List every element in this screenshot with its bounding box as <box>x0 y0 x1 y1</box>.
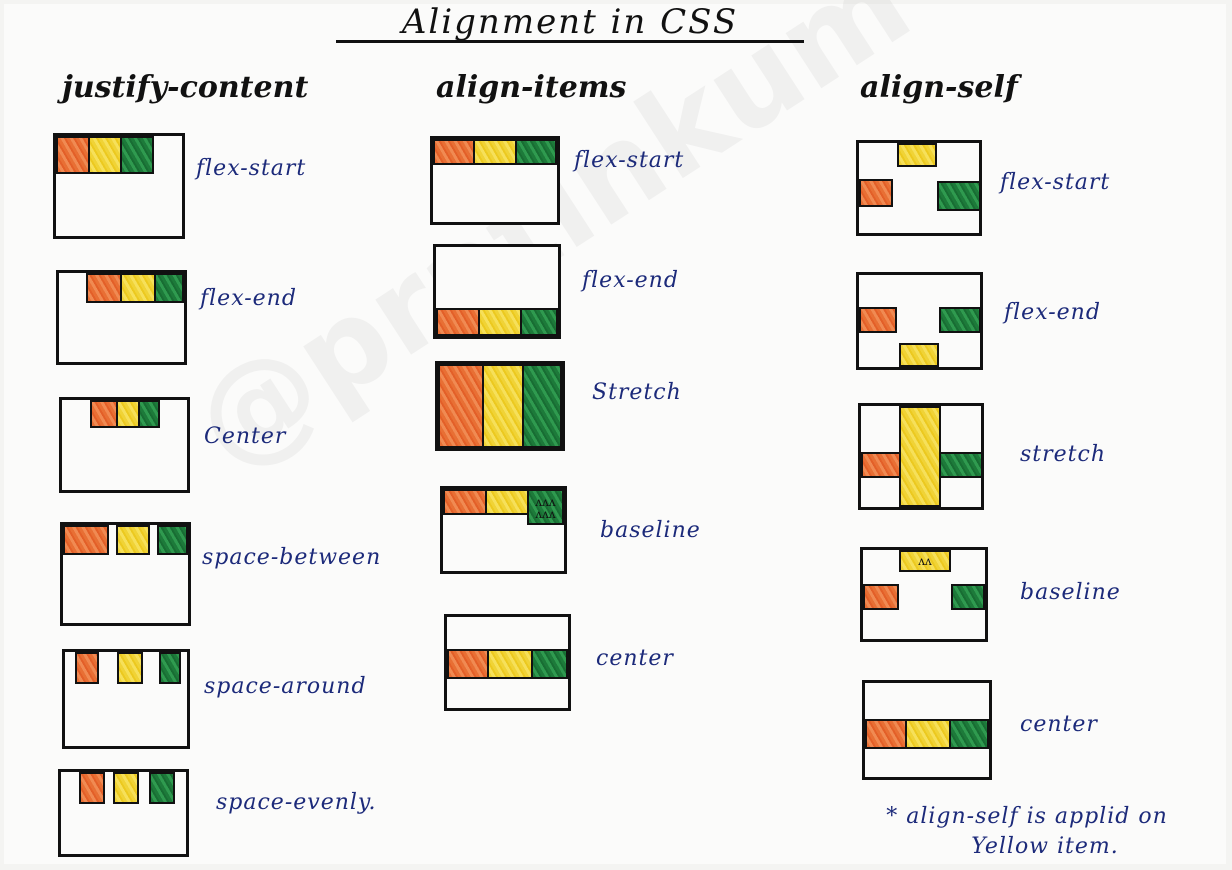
diagram-as-flex-end <box>856 272 983 370</box>
item-green-with-text: ʌʌʌ ʌʌʌ <box>527 489 564 525</box>
item-orange <box>433 139 475 165</box>
label-jc-space-around: space-around <box>204 674 367 699</box>
page-title: Alignment in CSS <box>401 2 739 42</box>
item-yellow <box>88 136 122 174</box>
item-orange <box>861 452 901 478</box>
item-orange <box>75 652 99 684</box>
item-yellow <box>120 273 156 303</box>
diagram-jc-flex-start <box>53 133 185 239</box>
item-orange <box>863 584 899 610</box>
heading-justify-content: justify-content <box>62 70 309 105</box>
item-yellow <box>116 525 150 555</box>
label-as-flex-start: flex-start <box>1000 170 1111 195</box>
label-as-stretch: stretch <box>1020 442 1106 467</box>
item-yellow <box>899 406 941 507</box>
diagram-jc-space-between <box>60 522 191 626</box>
label-jc-flex-start: flex-start <box>196 156 307 181</box>
diagram-jc-space-around <box>62 649 190 749</box>
item-yellow <box>473 139 517 165</box>
diagram-ai-flex-end <box>433 244 561 339</box>
item-green <box>531 649 568 679</box>
item-green <box>937 181 981 211</box>
item-yellow <box>897 143 937 167</box>
label-ai-flex-end: flex-end <box>582 268 679 293</box>
item-yellow <box>905 719 951 749</box>
item-green <box>149 772 175 804</box>
item-green <box>951 584 985 610</box>
item-green <box>138 400 160 428</box>
label-ai-flex-start: flex-start <box>574 148 685 173</box>
item-orange <box>56 136 90 174</box>
item-orange <box>447 649 489 679</box>
diagram-jc-space-evenly <box>58 769 189 857</box>
item-yellow <box>117 652 143 684</box>
item-yellow <box>116 400 140 428</box>
diagram-ai-center <box>444 614 571 711</box>
item-yellow <box>113 772 139 804</box>
label-ai-center: center <box>596 646 674 671</box>
item-orange <box>63 525 109 555</box>
label-ai-stretch: Stretch <box>592 380 682 405</box>
label-jc-center: Center <box>204 424 287 449</box>
title-underline <box>336 40 804 43</box>
item-yellow <box>487 649 533 679</box>
item-yellow <box>899 343 939 367</box>
item-yellow-with-text: ʌʌ <box>899 550 951 572</box>
heading-align-items: align-items <box>436 70 627 105</box>
item-green <box>515 139 557 165</box>
item-orange <box>79 772 105 804</box>
item-green <box>522 364 562 448</box>
item-orange <box>436 308 480 336</box>
item-green <box>120 136 154 174</box>
diagram-as-baseline: ʌʌ <box>860 547 988 642</box>
item-orange <box>859 307 897 333</box>
label-ai-baseline: baseline <box>600 518 701 543</box>
label-as-baseline: baseline <box>1020 580 1121 605</box>
label-jc-space-between: space-between <box>202 545 382 570</box>
footnote-line-2: Yellow item. <box>971 834 1119 859</box>
label-as-center: center <box>1020 712 1098 737</box>
item-green <box>939 307 981 333</box>
diagram-jc-flex-end <box>56 270 187 365</box>
item-orange <box>859 179 893 207</box>
diagram-as-center <box>862 680 992 780</box>
diagram-ai-stretch <box>435 361 565 451</box>
item-green <box>159 652 181 684</box>
item-green <box>939 452 983 478</box>
diagram-ai-baseline: ʌʌʌ ʌʌʌ <box>440 486 567 574</box>
heading-align-self: align-self <box>860 70 1018 105</box>
diagram-as-stretch <box>858 403 984 510</box>
label-jc-flex-end: flex-end <box>200 286 297 311</box>
item-green <box>949 719 989 749</box>
item-orange <box>90 400 118 428</box>
footnote-line-1: * align-self is applid on <box>886 804 1168 829</box>
item-orange <box>438 364 484 448</box>
diagram-ai-flex-start <box>430 136 560 225</box>
item-yellow <box>478 308 522 336</box>
item-green <box>154 273 184 303</box>
label-as-flex-end: flex-end <box>1004 300 1101 325</box>
item-orange <box>443 489 487 515</box>
item-orange <box>86 273 122 303</box>
item-green <box>520 308 558 336</box>
paper-sheet <box>4 4 1226 864</box>
item-yellow <box>485 489 529 515</box>
label-jc-space-evenly: space-evenly. <box>216 790 377 815</box>
item-orange <box>865 719 907 749</box>
diagram-as-flex-start <box>856 140 982 236</box>
diagram-jc-center <box>59 397 190 493</box>
item-green <box>157 525 188 555</box>
item-yellow <box>482 364 524 448</box>
